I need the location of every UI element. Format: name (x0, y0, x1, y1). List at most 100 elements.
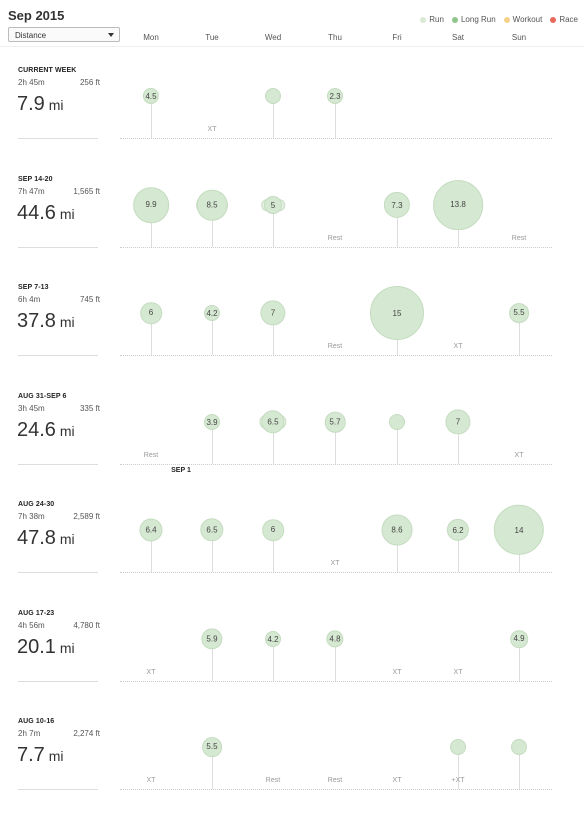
week-elevation: 256 ft (79, 78, 100, 87)
legend-dot-icon (451, 16, 458, 23)
week-elevation: 745 ft (79, 295, 100, 304)
week-elevation: 335 ft (79, 404, 100, 413)
week-label[interactable]: AUG 17-23 (18, 610, 55, 617)
month-start-marker: SEP 1 (171, 467, 191, 474)
run-bubble[interactable] (511, 739, 527, 755)
week-divider (18, 247, 98, 248)
run-bubble[interactable]: 13.8 (433, 180, 483, 230)
legend-item[interactable]: Workout (503, 15, 543, 24)
week-label[interactable]: AUG 10-16 (18, 718, 55, 725)
week-duration: 2h 7m (18, 729, 41, 738)
week-duration: 4h 56m (18, 621, 45, 630)
run-bubble[interactable]: 5.5 (509, 303, 529, 323)
week-total-value: 44.6 (17, 202, 56, 224)
run-stem (458, 530, 459, 572)
run-bubble[interactable]: 7 (260, 300, 286, 326)
run-stem (273, 639, 274, 681)
day-note: XT (453, 343, 463, 350)
run-stem (458, 422, 459, 464)
run-bubble[interactable]: 7.3 (383, 191, 411, 219)
run-bubble[interactable] (265, 88, 281, 104)
run-bubble[interactable]: 8.5 (196, 189, 228, 221)
week-elevation: 1,565 ft (73, 187, 100, 196)
run-bubble[interactable]: 4.9 (510, 630, 528, 648)
run-stem (273, 96, 274, 138)
run-bubble[interactable]: 4.2 (204, 305, 220, 321)
run-stem (519, 639, 520, 681)
run-bubble[interactable]: 8.6 (381, 514, 413, 546)
week-total-distance: 7.9 mi (17, 93, 63, 116)
week-baseline (120, 247, 552, 248)
run-stem (151, 205, 152, 247)
run-bubble[interactable]: 3.9 (204, 414, 220, 430)
run-stem (151, 313, 152, 355)
run-bubble[interactable]: 4.8 (326, 630, 344, 648)
run-bubble[interactable]: 6.4 (139, 518, 163, 542)
week-row: AUG 10-16 2h 7m 2,274 ft 7.7 mi 5.5 XT Rest Res… (0, 707, 584, 814)
run-bubble[interactable]: 9.9 (133, 187, 169, 223)
run-bubble[interactable]: 4.2 (265, 631, 281, 647)
run-bubble[interactable]: 2.3 (327, 88, 343, 104)
run-stem (397, 205, 398, 247)
run-bubble[interactable]: 4.5 (142, 87, 160, 105)
run-bubble[interactable]: 14 (493, 504, 545, 556)
run-bubble[interactable]: 6 (140, 302, 162, 324)
run-bubble[interactable]: 5.9 (201, 628, 223, 650)
day-note: Rest (327, 777, 343, 784)
run-stem (212, 205, 213, 247)
run-bubble[interactable]: 6.5 (200, 518, 224, 542)
week-row: CURRENT WEEK 2h 45m 256 ft 7.9 mi 4.5 2.3 XT (0, 56, 584, 163)
week-total-unit: mi (44, 97, 64, 113)
run-stem (519, 747, 520, 789)
legend-item[interactable]: Run (420, 15, 444, 24)
week-baseline (120, 355, 552, 356)
week-label[interactable]: AUG 24-30 (18, 501, 55, 508)
run-stem (335, 639, 336, 681)
legend-label: Workout (512, 15, 543, 24)
day-note: Rest (327, 343, 343, 350)
week-label[interactable]: SEP 14-20 (18, 176, 53, 183)
run-bubble[interactable]: 15 (370, 286, 424, 340)
day-note: +XT (451, 777, 465, 784)
day-note: Rest (327, 235, 343, 242)
run-bubble[interactable]: 7 (445, 409, 471, 435)
run-bubble[interactable]: 5.7 (324, 411, 346, 433)
week-duration: 2h 45m (18, 78, 45, 87)
week-total-unit: mi (55, 314, 75, 330)
day-note: XT (392, 669, 402, 676)
day-note: Rest (143, 452, 159, 459)
week-label[interactable]: SEP 7-13 (18, 284, 49, 291)
chevron-down-icon (108, 33, 114, 37)
legend-item[interactable]: Long Run (451, 15, 496, 24)
run-stem (273, 205, 274, 247)
week-total-unit: mi (55, 206, 75, 222)
metric-select[interactable]: Distance (8, 27, 120, 42)
run-bubble[interactable] (450, 739, 466, 755)
run-bubble[interactable]: 6.2 (446, 518, 470, 542)
day-note: XT (453, 669, 463, 676)
day-header-tue: Tue (205, 33, 219, 42)
day-note: XT (392, 777, 402, 784)
legend-label: Long Run (460, 15, 496, 24)
week-label[interactable]: AUG 31-SEP 6 (18, 393, 67, 400)
week-baseline (120, 138, 552, 139)
legend-dot-icon (420, 16, 427, 23)
run-stem (273, 313, 274, 355)
week-label[interactable]: CURRENT WEEK (18, 67, 77, 74)
week-divider (18, 138, 98, 139)
run-bubble[interactable] (389, 414, 405, 430)
run-bubble[interactable]: 5 (264, 196, 282, 214)
run-stem (335, 96, 336, 138)
run-bubble[interactable]: 6 (262, 519, 284, 541)
run-stem (212, 530, 213, 572)
legend-dot-icon (503, 16, 510, 23)
run-bubble[interactable]: 5.5 (202, 737, 222, 757)
week-elevation: 2,589 ft (73, 512, 100, 521)
week-total-value: 47.8 (17, 527, 56, 549)
run-bubble[interactable]: 6.5 (261, 410, 285, 434)
week-divider (18, 464, 98, 465)
week-duration: 7h 38m (18, 512, 45, 521)
legend-item[interactable]: Race (550, 15, 578, 24)
day-header-sat: Sat (451, 33, 465, 42)
day-note: XT (146, 669, 156, 676)
